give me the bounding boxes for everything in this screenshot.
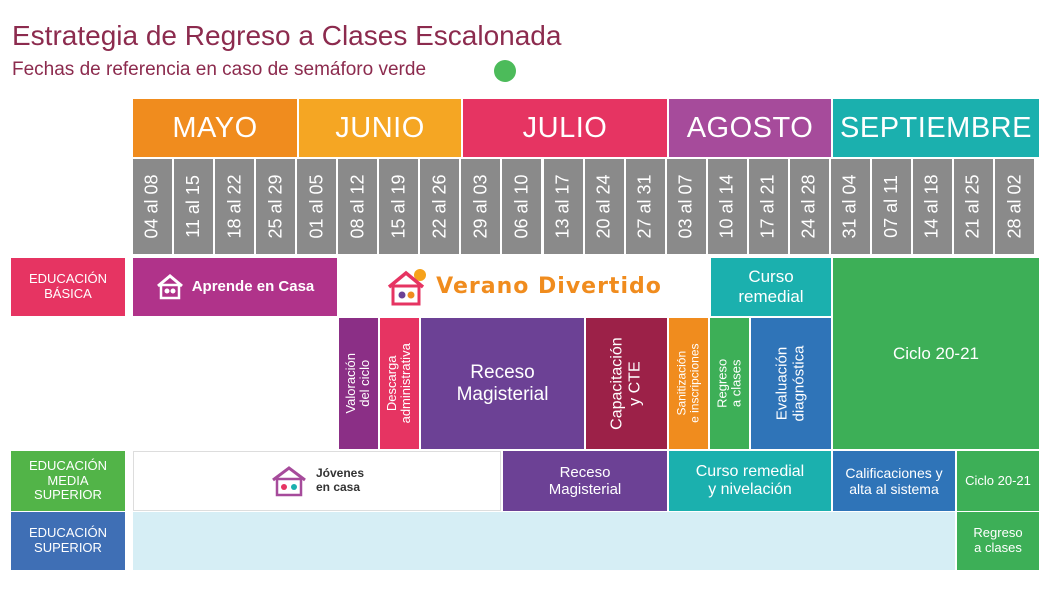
house-icon bbox=[156, 274, 184, 300]
week-column: 22 al 26 bbox=[420, 159, 460, 254]
jovenes-en-casa-label: Jóvenes en casa bbox=[315, 466, 365, 494]
week-column: 15 al 19 bbox=[379, 159, 419, 254]
week-label: 14 al 18 bbox=[921, 174, 942, 239]
curso-remedial-nivelacion-block: Curso remedial y nivelación bbox=[669, 451, 831, 511]
aprende-en-casa-block: Aprende en Casa bbox=[133, 258, 337, 316]
week-label: 08 al 12 bbox=[347, 174, 368, 239]
evaluacion-label: Evaluación diagnóstica bbox=[773, 345, 807, 422]
valoracion-label: Valoración del ciclo bbox=[343, 353, 373, 414]
week-column: 01 al 05 bbox=[297, 159, 337, 254]
week-column: 14 al 18 bbox=[912, 159, 952, 254]
week-column: 25 al 29 bbox=[256, 159, 296, 254]
week-label: 24 al 28 bbox=[798, 174, 819, 239]
week-column: 08 al 12 bbox=[338, 159, 378, 254]
week-column: 28 al 02 bbox=[995, 159, 1035, 254]
week-label: 10 al 14 bbox=[716, 174, 737, 239]
week-column: 07 al 11 bbox=[871, 159, 911, 254]
month-julio: JULIO bbox=[463, 99, 667, 157]
jovenes-en-casa-block: Jóvenes en casa bbox=[133, 451, 501, 511]
descarga-block: Descarga administrativa bbox=[380, 318, 419, 449]
capacitacion-label: Capacitación y CTE bbox=[608, 337, 644, 430]
week-column: 27 al 31 bbox=[625, 159, 665, 254]
superior-empty-band bbox=[133, 512, 955, 570]
week-column: 04 al 08 bbox=[133, 159, 172, 254]
regreso-a-clases-block: Regreso a clases bbox=[710, 318, 749, 449]
week-label: 01 al 05 bbox=[306, 174, 327, 239]
week-column: 06 al 10 bbox=[502, 159, 542, 254]
week-column: 11 al 15 bbox=[174, 159, 214, 254]
page-title: Estrategia de Regreso a Clases Escalonad… bbox=[12, 20, 562, 51]
week-label: 28 al 02 bbox=[1004, 174, 1025, 239]
week-column: 21 al 25 bbox=[954, 159, 993, 254]
week-label: 25 al 29 bbox=[265, 174, 286, 239]
week-label: 13 al 17 bbox=[552, 174, 573, 239]
month-septiembre: SEPTIEMBRE bbox=[833, 99, 1039, 157]
week-label: 17 al 21 bbox=[757, 174, 778, 239]
row-label-superior: EDUCACIÓN SUPERIOR bbox=[11, 512, 125, 570]
week-column: 18 al 22 bbox=[215, 159, 255, 254]
week-label: 31 al 04 bbox=[839, 174, 860, 239]
month-agosto: AGOSTO bbox=[669, 99, 831, 157]
week-label: 29 al 03 bbox=[470, 174, 491, 239]
week-label: 21 al 25 bbox=[963, 174, 983, 239]
page-subtitle: Fechas de referencia en caso de semáforo… bbox=[12, 59, 427, 80]
evaluacion-block: Evaluación diagnóstica bbox=[751, 318, 831, 449]
valoracion-block: Valoración del ciclo bbox=[339, 318, 378, 449]
week-column: 29 al 03 bbox=[461, 159, 501, 254]
week-column: 13 al 17 bbox=[543, 159, 583, 254]
week-column: 17 al 21 bbox=[748, 159, 788, 254]
aprende-en-casa-label: Aprende en Casa bbox=[191, 278, 315, 296]
week-column: 24 al 28 bbox=[789, 159, 829, 254]
week-label: 07 al 11 bbox=[880, 175, 901, 238]
week-label: 20 al 24 bbox=[593, 174, 614, 239]
row-label-basica: EDUCACIÓN BÁSICA bbox=[11, 258, 125, 316]
row-label-media-superior: EDUCACIÓN MEDIA SUPERIOR bbox=[11, 451, 125, 511]
week-label: 11 al 15 bbox=[183, 175, 204, 238]
week-column: 20 al 24 bbox=[584, 159, 624, 254]
sanitizacion-label: Sanitización e inscripciones bbox=[674, 343, 702, 424]
ciclo-20-21-block: Ciclo 20-21 bbox=[833, 258, 1039, 449]
receso-magisterial-block: Receso Magisterial bbox=[421, 318, 584, 449]
week-label: 03 al 07 bbox=[675, 174, 696, 239]
week-label: 18 al 22 bbox=[224, 174, 245, 239]
month-mayo: MAYO bbox=[133, 99, 297, 157]
verano-divertido-block: Verano Divertido bbox=[339, 258, 709, 316]
capacitacion-block: Capacitación y CTE bbox=[586, 318, 667, 449]
curso-remedial-block: Curso remedial bbox=[711, 258, 831, 316]
week-label: 15 al 19 bbox=[388, 174, 409, 239]
verano-divertido-label: Verano Divertido bbox=[436, 274, 662, 300]
week-column: 10 al 14 bbox=[707, 159, 747, 254]
sanitizacion-block: Sanitización e inscripciones bbox=[669, 318, 708, 449]
month-junio: JUNIO bbox=[299, 99, 461, 157]
green-light-icon bbox=[494, 60, 516, 82]
week-column: 31 al 04 bbox=[830, 159, 870, 254]
house-icon bbox=[386, 267, 430, 307]
week-label: 06 al 10 bbox=[511, 174, 532, 239]
receso-magisterial-media-block: Receso Magisterial bbox=[503, 451, 667, 511]
house-icon bbox=[270, 465, 308, 497]
week-label: 04 al 08 bbox=[142, 174, 162, 239]
calificaciones-block: Calificaciones y alta al sistema bbox=[833, 451, 955, 511]
week-label: 27 al 31 bbox=[634, 174, 655, 239]
ciclo-20-21-media-block: Ciclo 20-21 bbox=[957, 451, 1039, 511]
week-column: 03 al 07 bbox=[666, 159, 706, 254]
regreso-a-clases-label: Regreso a clases bbox=[714, 358, 744, 409]
regreso-a-clases-superior-block: Regreso a clases bbox=[957, 512, 1039, 570]
descarga-label: Descarga administrativa bbox=[384, 343, 414, 424]
week-label: 22 al 26 bbox=[429, 174, 450, 239]
